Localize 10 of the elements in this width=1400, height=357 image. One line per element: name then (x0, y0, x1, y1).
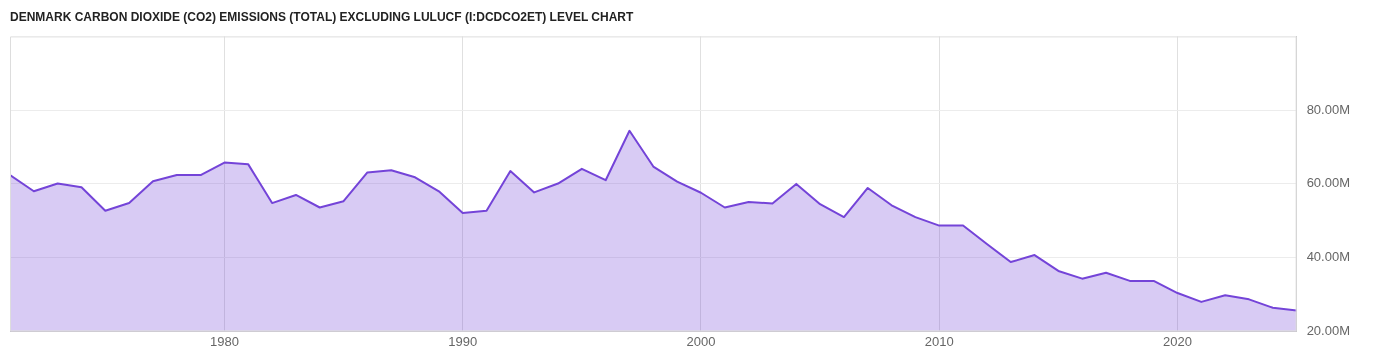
x-tick-label: 2000 (686, 333, 716, 349)
chart-title: DENMARK CARBON DIOXIDE (CO2) EMISSIONS (TOTAL) EXCLUDING LULUCF (I:DCDCO2ET) LEVEL CHART (10, 9, 634, 24)
y-tick-label: 80.00M (1306, 101, 1351, 117)
x-tick-label: 2020 (1163, 333, 1192, 349)
x-tick-label: 1990 (448, 333, 478, 349)
y-tick-label: 60.00M (1306, 175, 1351, 191)
x-tick-label: 1980 (209, 333, 239, 349)
y-tick-label: 20.00M (1306, 322, 1351, 338)
y-tick-label: 40.00M (1306, 249, 1351, 265)
x-tick-label: 2010 (924, 333, 954, 349)
